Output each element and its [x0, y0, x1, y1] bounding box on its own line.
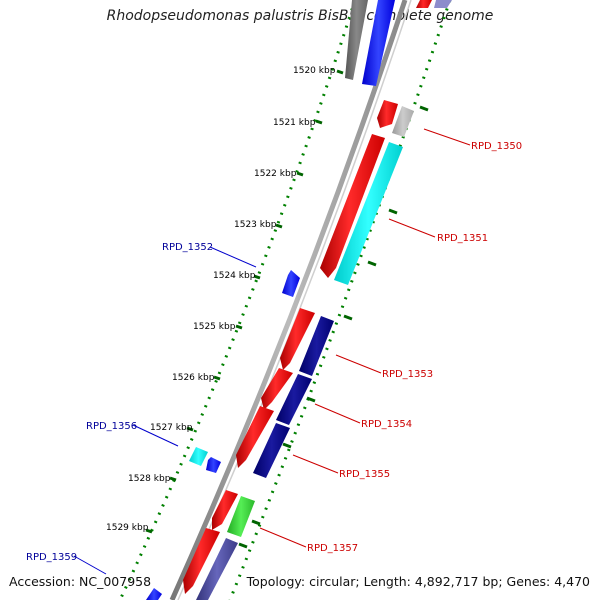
accession-text: Accession: NC_007958	[9, 574, 152, 589]
tick-marks	[145, 69, 344, 534]
gene-label-rpd1359[interactable]: RPD_1359	[26, 552, 77, 563]
gene-label-rpd1356[interactable]: RPD_1356	[86, 421, 137, 432]
top-features	[345, 0, 452, 86]
tick-label: 1527 kbp	[150, 423, 193, 433]
gene-label-rpd1353[interactable]: RPD_1353	[382, 369, 433, 380]
gc-ring	[228, 0, 452, 600]
gene-label-rpd1354[interactable]: RPD_1354	[361, 419, 412, 430]
outer-features	[196, 106, 414, 600]
reverse-cds	[146, 270, 300, 600]
tick-label: 1525 kbp	[193, 322, 236, 332]
tick-label: 1526 kbp	[172, 373, 215, 383]
tick-label: 1520 kbp	[293, 66, 336, 76]
tick-label: 1522 kbp	[254, 169, 297, 179]
tick-label: 1529 kbp	[106, 523, 149, 533]
tick-label: 1524 kbp	[213, 271, 256, 281]
forward-cds	[183, 100, 398, 594]
gene-label-rpd1357[interactable]: RPD_1357	[307, 543, 358, 554]
tick-label: 1523 kbp	[234, 220, 277, 230]
gene-label-rpd1350[interactable]: RPD_1350	[471, 141, 522, 152]
tick-label: 1521 kbp	[273, 118, 316, 128]
gene-label-rpd1352[interactable]: RPD_1352	[162, 242, 213, 253]
leader-lines	[73, 128, 471, 575]
backbone-ring	[169, 0, 408, 600]
tick-label: 1528 kbp	[128, 474, 171, 484]
gene-label-rpd1355[interactable]: RPD_1355	[339, 469, 390, 480]
genome-summary-text: Topology: circular; Length: 4,892,717 bp…	[246, 574, 590, 589]
gc-skew-marks	[238, 105, 429, 549]
gene-label-rpd1351[interactable]: RPD_1351	[437, 233, 488, 244]
